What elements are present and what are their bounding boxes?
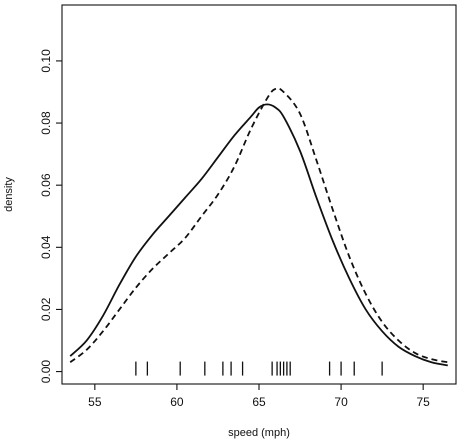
plot-frame	[61, 4, 457, 385]
y-tick-label: 0.04	[39, 235, 53, 259]
rug-layer	[135, 361, 383, 376]
x-axis-title: speed (mph)	[228, 427, 290, 439]
y-tick-label: 0.02	[39, 297, 53, 321]
x-tick-label: 60	[170, 395, 184, 409]
y-axis-title: density	[3, 177, 15, 212]
y-tick-label: 0.08	[39, 111, 53, 135]
y-tick-label: 0.00	[39, 360, 53, 384]
y-tick-label: 0.06	[39, 173, 53, 197]
plot-border	[61, 4, 457, 385]
x-tick-label: 70	[334, 395, 348, 409]
series-layer	[69, 87, 448, 367]
x-tick-label: 75	[416, 395, 430, 409]
x-tick-label: 65	[252, 395, 266, 409]
x-axis: 55 60 65 70 75	[88, 384, 430, 409]
x-tick-label: 55	[88, 395, 102, 409]
density-curve-dashed	[69, 87, 448, 364]
y-tick-label: 0.10	[39, 49, 53, 73]
density-curve-solid	[69, 103, 448, 367]
y-axis: 0.00 0.02 0.04 0.06 0.08 0.10	[39, 49, 62, 383]
